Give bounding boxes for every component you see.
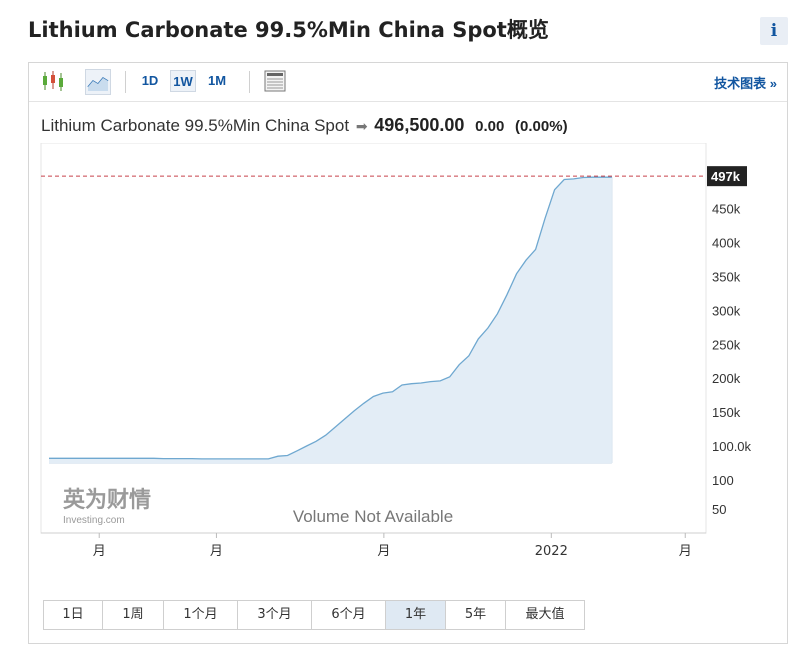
range-1m-button[interactable]: 1个月	[164, 601, 238, 629]
price-change: 0.00	[475, 118, 505, 135]
range-6m-button[interactable]: 6个月	[312, 601, 386, 629]
range-3m-button[interactable]: 3个月	[238, 601, 312, 629]
price-line	[49, 176, 612, 460]
y-tick-label: 300k	[712, 303, 741, 318]
area-chart-icon[interactable]	[85, 69, 111, 95]
last-price-badge: 497k	[707, 166, 747, 187]
chart-toolbar: 1D 1W 1M 技术图表 »	[29, 63, 787, 102]
interval-1m-button[interactable]: 1M	[207, 73, 227, 88]
range-1y-button[interactable]: 1年	[386, 601, 446, 629]
volume-tick-label: 100	[712, 473, 734, 488]
price-area-fill	[49, 177, 612, 463]
range-max-button[interactable]: 最大值	[525, 607, 565, 622]
info-button[interactable]: i	[760, 17, 788, 45]
x-tick-label: 月	[377, 544, 390, 559]
page-title: Lithium Carbonate 99.5%Min China Spot概览	[28, 18, 549, 42]
price-change-percent: (0.00%)	[515, 118, 568, 135]
svg-text:497k: 497k	[711, 169, 741, 184]
watermark-logo: 英为财情 Investing.com	[63, 487, 151, 526]
quote-line: Lithium Carbonate 99.5%Min China Spot ➡ …	[41, 115, 568, 136]
toolbar-divider	[249, 71, 250, 93]
instrument-name: Lithium Carbonate 99.5%Min China Spot	[41, 116, 350, 135]
watermark-brand: 英为财情	[63, 487, 151, 513]
price-chart[interactable]: 497k 450k400k350k300k250k200k150k100.0k …	[29, 143, 787, 563]
volume-tick-label: 50	[712, 502, 726, 517]
range-1w-button[interactable]: 1周	[103, 601, 164, 629]
data-table-icon[interactable]	[263, 69, 287, 93]
x-tick-label: 月	[679, 544, 692, 559]
x-axis: 月 月 月 2022 月	[41, 532, 706, 559]
chart-panel: 1D 1W 1M 技术图表 » Lithium Carbonate 99.5%M…	[28, 62, 788, 644]
toolbar-divider	[125, 71, 126, 93]
y-tick-label: 400k	[712, 236, 741, 251]
volume-axis: 100 50	[712, 473, 734, 517]
last-price: 496,500.00	[374, 115, 465, 135]
y-tick-label: 150k	[712, 405, 741, 420]
x-tick-label: 月	[210, 544, 223, 559]
candlestick-icon[interactable]	[41, 69, 65, 93]
interval-1w-button[interactable]: 1W	[170, 70, 196, 92]
range-selector: 1日 1周 1个月 3个月 6个月 1年 5年 最大值	[43, 600, 585, 630]
range-5y-button[interactable]: 5年	[446, 601, 506, 629]
y-tick-label: 350k	[712, 270, 741, 285]
y-tick-label: 200k	[712, 371, 741, 386]
y-tick-label: 100.0k	[712, 439, 752, 454]
y-tick-label: 450k	[712, 202, 741, 217]
range-1d-button[interactable]: 1日	[44, 601, 103, 629]
arrow-right-icon: ➡	[355, 118, 368, 134]
y-axis: 450k 400k 350k 300k 250k 200k 150k 100.0k	[712, 202, 752, 454]
x-tick-label: 月	[93, 544, 106, 559]
y-tick-label: 250k	[712, 337, 741, 352]
interval-1d-button[interactable]: 1D	[141, 73, 159, 88]
x-tick-label: 2022	[535, 544, 568, 559]
watermark-sub: Investing.com	[63, 515, 125, 526]
volume-note: Volume Not Available	[293, 507, 453, 526]
technical-chart-link[interactable]: 技术图表 »	[714, 76, 777, 91]
